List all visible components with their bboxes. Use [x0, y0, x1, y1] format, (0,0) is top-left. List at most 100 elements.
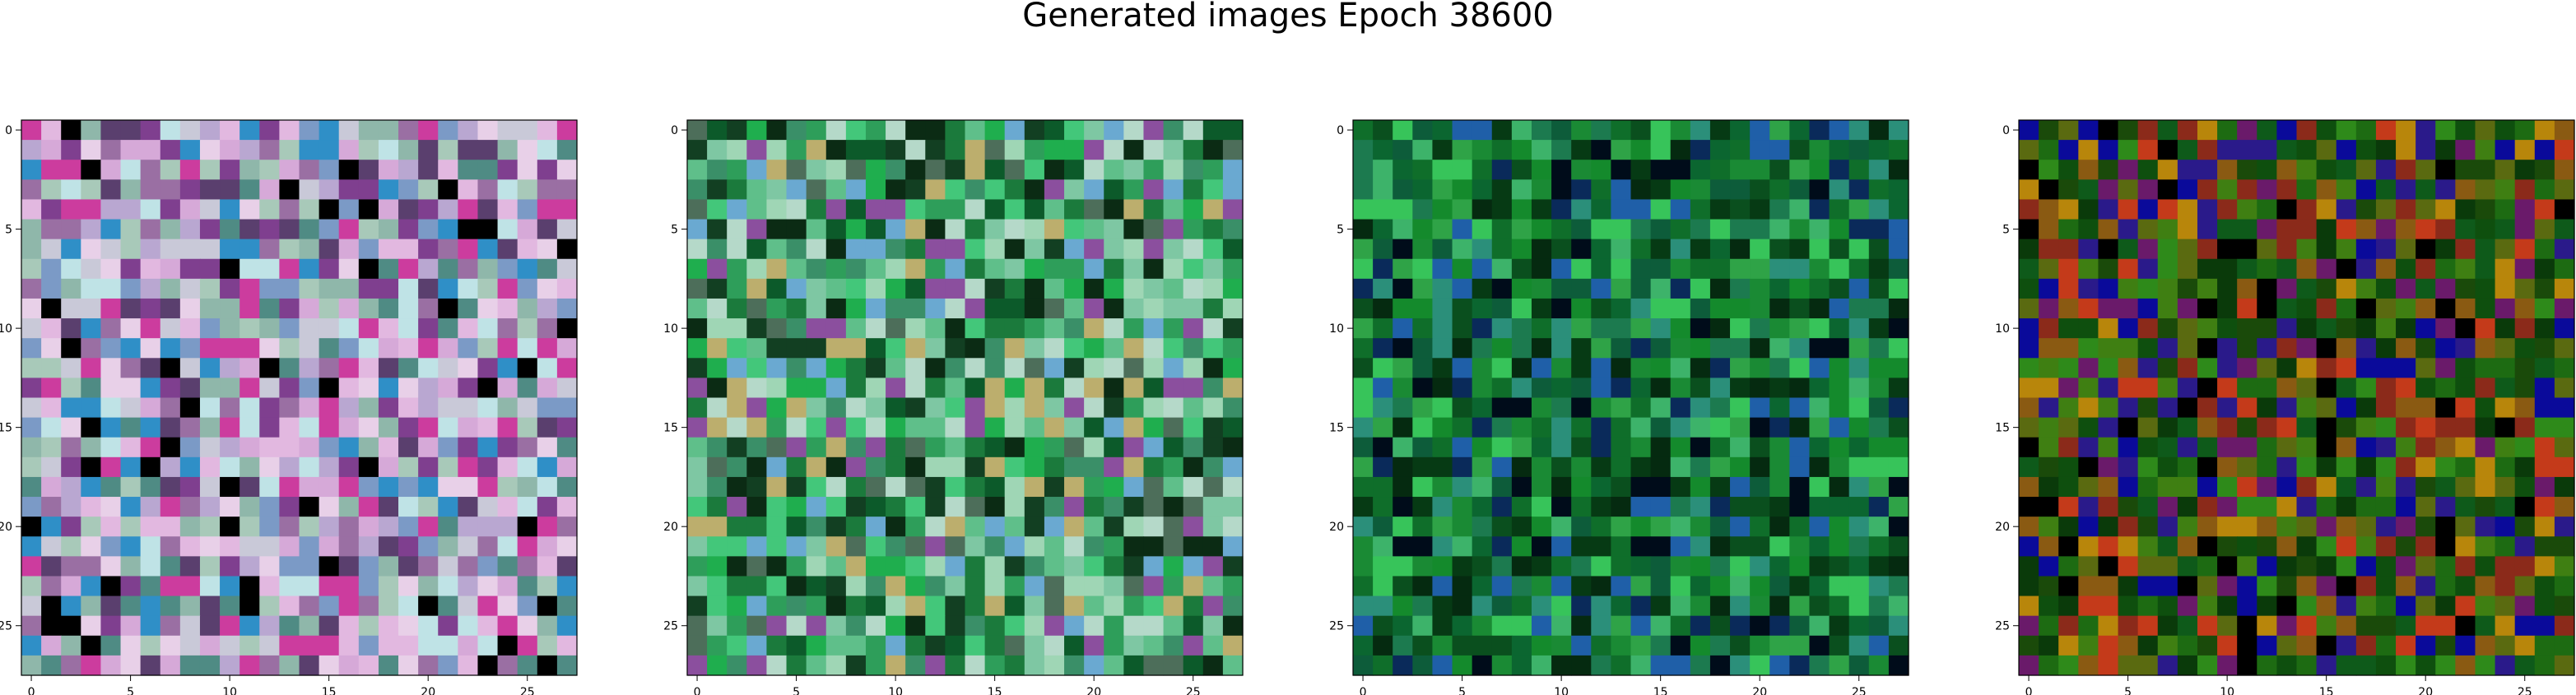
y-tick-label: 25: [663, 620, 678, 633]
pixel-cell: [279, 318, 300, 339]
pixel-cell: [2396, 476, 2416, 498]
pixel-cell: [1202, 378, 1224, 399]
pixel-cell: [1888, 179, 1909, 201]
pixel-cell: [2237, 536, 2257, 557]
pixel-cell: [2177, 258, 2198, 280]
pixel-cell: [2316, 595, 2337, 617]
pixel-cell: [1591, 655, 1611, 676]
pixel-cell: [2276, 338, 2298, 359]
pixel-cell: [179, 160, 201, 180]
pixel-cell: [179, 318, 201, 339]
pixel-cell: [2019, 397, 2039, 419]
pixel-cell: [984, 239, 1006, 260]
pixel-cell: [2455, 358, 2476, 378]
pixel-cell: [418, 378, 439, 399]
pixel-cell: [1044, 239, 1065, 260]
pixel-cell: [1670, 417, 1691, 438]
pixel-cell: [1202, 476, 1224, 498]
pixel-cell: [517, 199, 538, 220]
pixel-cell: [2534, 160, 2555, 180]
pixel-cell: [1064, 199, 1085, 220]
pixel-cell: [1888, 635, 1909, 656]
pixel-cell: [2197, 517, 2218, 537]
pixel-cell: [1143, 318, 1165, 339]
pixel-cell: [537, 120, 558, 141]
pixel-cell: [1829, 258, 1850, 280]
pixel-cell: [1064, 437, 1085, 458]
pixel-cell: [120, 239, 142, 260]
pixel-cell: [1848, 258, 1870, 280]
pixel-cell: [477, 298, 499, 319]
pixel-cell: [1730, 615, 1751, 637]
pixel-cell: [1611, 536, 1632, 557]
pixel-cell: [1163, 179, 1184, 201]
pixel-cell: [2534, 556, 2555, 577]
pixel-cell: [1611, 318, 1632, 339]
pixel-cell: [1491, 219, 1513, 240]
pixel-cell: [179, 278, 201, 299]
pixel-cell: [21, 378, 42, 399]
pixel-cell: [220, 576, 240, 597]
pixel-cell: [1064, 140, 1085, 160]
pixel-cell: [1123, 179, 1145, 201]
pixel-cell: [1373, 239, 1393, 260]
pixel-cell: [2098, 219, 2119, 240]
pixel-cell: [1571, 358, 1592, 378]
pixel-cell: [925, 576, 946, 597]
pixel-cell: [1650, 378, 1672, 399]
pixel-cell: [41, 417, 62, 438]
pixel-cell: [1044, 456, 1065, 478]
pixel-cell: [1123, 160, 1145, 180]
pixel-cell: [1829, 120, 1850, 141]
pixel-cell: [707, 199, 728, 220]
pixel-cell: [965, 378, 986, 399]
pixel-cell: [806, 160, 827, 180]
pixel-cell: [1222, 140, 1244, 160]
pixel-cell: [1650, 536, 1672, 557]
pixel-cell: [299, 576, 320, 597]
pixel-cell: [378, 298, 399, 319]
pixel-cell: [1373, 456, 1393, 478]
pixel-cell: [786, 615, 807, 637]
pixel-cell: [1611, 595, 1632, 617]
pixel-cell: [945, 179, 966, 201]
pixel-cell: [2118, 318, 2139, 339]
pixel-cell: [2098, 120, 2119, 141]
pixel-cell: [945, 536, 966, 557]
pixel-cell: [2475, 219, 2496, 240]
pixel-cell: [120, 576, 142, 597]
pixel-cell: [2554, 160, 2575, 180]
pixel-cell: [766, 219, 788, 240]
pixel-cell: [1064, 258, 1085, 280]
pixel-cell: [1472, 160, 1493, 180]
pixel-cell: [81, 417, 102, 438]
pixel-cell: [1511, 378, 1532, 399]
pixel-cell: [2257, 378, 2277, 399]
pixel-cell: [1848, 536, 1870, 557]
pixel-cell: [1750, 219, 1770, 240]
pixel-cell: [100, 160, 122, 180]
pixel-cell: [1690, 160, 1711, 180]
pixel-cell: [239, 338, 260, 359]
pixel-cell: [984, 655, 1006, 676]
pixel-cell: [160, 278, 181, 299]
pixel-cell: [2137, 497, 2159, 517]
pixel-cell: [2495, 517, 2516, 537]
pixel-cell: [2416, 497, 2436, 517]
pixel-cell: [1143, 298, 1165, 319]
pixel-cell: [707, 140, 728, 160]
pixel-cell: [1222, 635, 1244, 656]
pixel-cell: [2157, 576, 2178, 597]
pixel-cell: [1611, 476, 1632, 498]
pixel-cell: [1551, 417, 1572, 438]
pixel-cell: [2039, 417, 2059, 438]
pixel-cell: [199, 576, 221, 597]
pixel-cell: [865, 338, 886, 359]
x-tick-label: 20: [1752, 686, 1767, 695]
pixel-cell: [61, 476, 81, 498]
pixel-cell: [2237, 635, 2257, 656]
pixel-cell: [477, 655, 499, 676]
pixel-cell: [2039, 239, 2059, 260]
pixel-cell: [1104, 338, 1124, 359]
pixel-cell: [687, 397, 708, 419]
